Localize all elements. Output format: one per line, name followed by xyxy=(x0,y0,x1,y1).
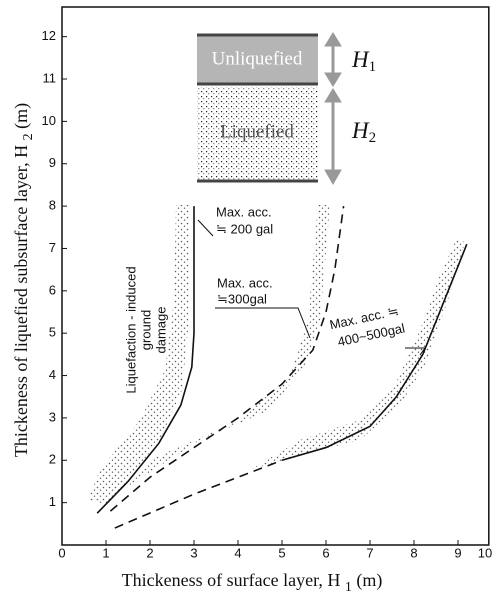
y-tick-label: 4 xyxy=(49,367,56,382)
annotation: Max. acc. xyxy=(217,275,273,290)
y-tick-label: 11 xyxy=(43,70,57,85)
x-tick-label: 7 xyxy=(366,545,373,560)
stipple-band xyxy=(250,240,465,470)
annotation: ≒ 200 gal xyxy=(216,221,273,236)
y-label-text: Thickeness of liquefied subsurface layer… xyxy=(11,145,31,457)
h2-text: H xyxy=(351,118,370,143)
x-tick-label: 4 xyxy=(234,545,241,560)
curve xyxy=(96,206,195,514)
y-tick-label: 7 xyxy=(49,240,56,255)
annotation: ground xyxy=(138,310,153,350)
curve xyxy=(281,243,468,462)
x-label-text: Thickeness of surface layer, H xyxy=(122,570,341,590)
y-tick-label: 12 xyxy=(42,28,56,43)
x-tick-label: 9 xyxy=(454,545,461,560)
inset-label: Unliquefied xyxy=(212,48,303,69)
x-tick-label: 8 xyxy=(410,545,417,560)
x-tick-label: 5 xyxy=(278,545,285,560)
h2-label: H2 xyxy=(351,118,376,146)
annotation: Liquefaction - induced xyxy=(123,266,138,393)
x-tick-label: 3 xyxy=(190,545,197,560)
plot-frame xyxy=(61,6,490,546)
y-tick-label: 5 xyxy=(49,325,56,340)
x-tick-label: 1 xyxy=(102,545,109,560)
y-tick-label: 1 xyxy=(49,494,56,509)
x-axis-label: Thickeness of surface layer, H 1 (m) xyxy=(122,570,383,596)
annotation: Max. acc. xyxy=(216,204,272,219)
y-label-unit: (m) xyxy=(11,103,32,129)
h1-label: H1 xyxy=(351,47,376,75)
liquefied-layer xyxy=(197,87,318,180)
y-axis-label: Thickeness of liquefied subsurface layer… xyxy=(11,103,37,457)
y-tick-label: 6 xyxy=(49,282,56,297)
annotation: ≒300gal xyxy=(217,291,267,306)
x-label-unit: (m) xyxy=(356,570,382,591)
h1-text: H xyxy=(351,47,370,72)
x-tick-label: 0 xyxy=(58,545,65,560)
y-tick-label: 8 xyxy=(49,198,56,213)
h1-sub: 1 xyxy=(369,59,377,75)
y-tick-label: 10 xyxy=(42,113,56,128)
x-tick-label: 6 xyxy=(322,545,329,560)
inset-label: Liquefied xyxy=(220,121,294,142)
y-label-sub: 2 xyxy=(21,133,36,140)
stipple-band xyxy=(88,205,190,505)
y-tick-label: 2 xyxy=(49,452,56,467)
y-tick-label: 3 xyxy=(49,409,56,424)
curve xyxy=(109,205,345,512)
x-tick-label: 10 xyxy=(478,545,492,560)
annotation-group: Max. acc. ≒ 200 gal Max. acc. ≒300gal Ma… xyxy=(123,204,406,393)
unliquefied-layer xyxy=(197,35,318,83)
y-tick-label: 9 xyxy=(49,155,56,170)
x-label-sub: 1 xyxy=(345,580,352,595)
dimension-arrows xyxy=(324,32,342,186)
x-tick-label: 2 xyxy=(146,545,153,560)
h2-sub: 2 xyxy=(369,130,377,146)
annotation: damage xyxy=(153,307,168,354)
